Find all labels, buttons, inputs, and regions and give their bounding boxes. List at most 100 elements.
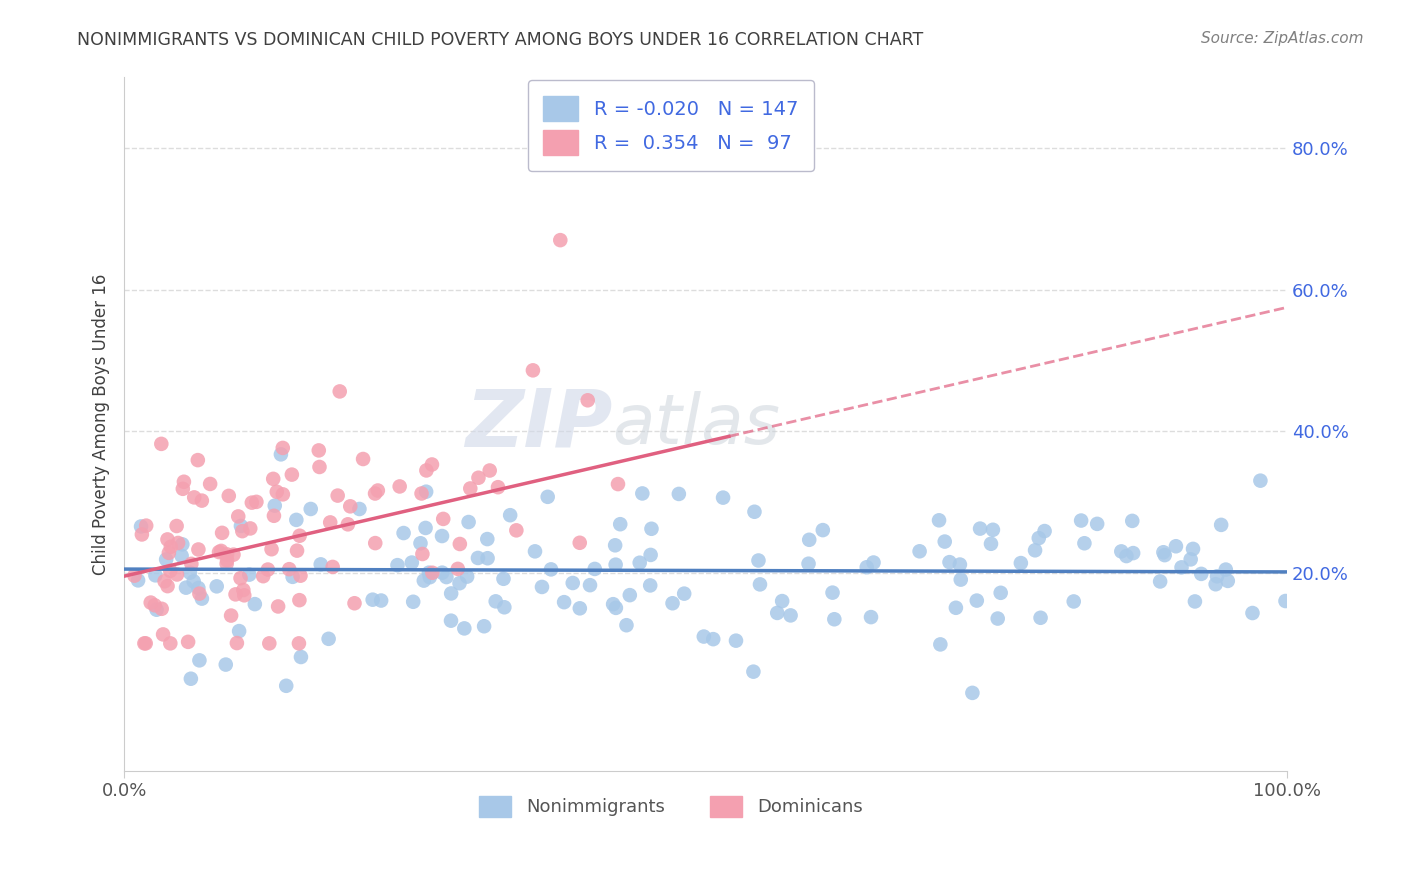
Point xyxy=(129,519,152,533)
Point xyxy=(257,563,280,577)
Point xyxy=(1121,514,1143,528)
Point xyxy=(326,489,349,503)
Point xyxy=(229,571,252,585)
Point xyxy=(319,516,342,530)
Point xyxy=(155,552,177,566)
Point xyxy=(981,523,1004,537)
Point xyxy=(288,529,311,543)
Point xyxy=(243,597,266,611)
Point xyxy=(747,553,769,567)
Point xyxy=(145,603,167,617)
Point xyxy=(908,544,931,558)
Point xyxy=(1033,524,1056,538)
Point xyxy=(157,546,180,560)
Point xyxy=(135,636,157,650)
Point xyxy=(499,508,522,523)
Point xyxy=(1111,544,1133,558)
Point xyxy=(187,453,209,467)
Point xyxy=(980,537,1002,551)
Point xyxy=(388,479,411,493)
Point xyxy=(440,614,463,628)
Point xyxy=(225,587,247,601)
Point xyxy=(702,632,724,647)
Point xyxy=(823,612,845,626)
Point xyxy=(215,553,238,567)
Point xyxy=(172,482,194,496)
Point xyxy=(432,512,454,526)
Point xyxy=(472,619,495,633)
Point xyxy=(607,477,630,491)
Point xyxy=(232,582,254,597)
Point xyxy=(153,574,176,589)
Point xyxy=(309,558,332,572)
Point xyxy=(458,482,481,496)
Point xyxy=(1180,552,1202,566)
Text: Source: ZipAtlas.com: Source: ZipAtlas.com xyxy=(1201,31,1364,46)
Point xyxy=(1070,514,1092,528)
Point xyxy=(742,665,765,679)
Point xyxy=(170,549,193,563)
Point xyxy=(1216,574,1239,588)
Point xyxy=(173,475,195,489)
Point xyxy=(260,542,283,557)
Text: ZIP: ZIP xyxy=(465,385,613,463)
Point xyxy=(568,536,591,550)
Point xyxy=(276,679,298,693)
Point xyxy=(966,593,988,607)
Point xyxy=(191,591,214,606)
Point xyxy=(415,463,437,477)
Point xyxy=(349,502,371,516)
Point xyxy=(799,533,821,547)
Point xyxy=(1153,548,1175,562)
Point xyxy=(215,548,238,562)
Point xyxy=(166,519,188,533)
Point xyxy=(797,557,820,571)
Point xyxy=(322,560,344,574)
Point xyxy=(299,502,322,516)
Text: atlas: atlas xyxy=(613,391,780,458)
Point xyxy=(422,566,444,580)
Point xyxy=(711,491,734,505)
Point xyxy=(225,636,247,650)
Point xyxy=(387,558,409,573)
Point xyxy=(191,493,214,508)
Point xyxy=(198,477,221,491)
Point xyxy=(494,600,516,615)
Point xyxy=(419,570,441,584)
Point xyxy=(550,233,572,247)
Point xyxy=(749,577,772,591)
Point xyxy=(285,543,308,558)
Point xyxy=(367,483,389,498)
Point xyxy=(1010,556,1032,570)
Point xyxy=(631,486,654,500)
Point xyxy=(628,556,651,570)
Point xyxy=(127,574,149,588)
Point xyxy=(266,484,288,499)
Point xyxy=(290,568,312,582)
Point xyxy=(139,596,162,610)
Point xyxy=(457,515,479,529)
Point xyxy=(724,633,747,648)
Point xyxy=(949,558,972,572)
Point xyxy=(278,562,301,576)
Point xyxy=(522,363,544,377)
Point xyxy=(233,588,256,602)
Point xyxy=(229,519,252,533)
Point xyxy=(208,545,231,559)
Point xyxy=(862,556,884,570)
Point xyxy=(183,574,205,589)
Point xyxy=(361,592,384,607)
Point xyxy=(267,599,290,614)
Point xyxy=(605,558,627,572)
Point xyxy=(449,576,471,591)
Point xyxy=(205,579,228,593)
Point xyxy=(524,544,547,558)
Y-axis label: Child Poverty Among Boys Under 16: Child Poverty Among Boys Under 16 xyxy=(93,273,110,574)
Point xyxy=(412,574,434,588)
Point xyxy=(447,562,470,576)
Point xyxy=(364,486,387,500)
Point xyxy=(187,542,209,557)
Point xyxy=(638,578,661,592)
Point xyxy=(1170,560,1192,574)
Point xyxy=(271,441,294,455)
